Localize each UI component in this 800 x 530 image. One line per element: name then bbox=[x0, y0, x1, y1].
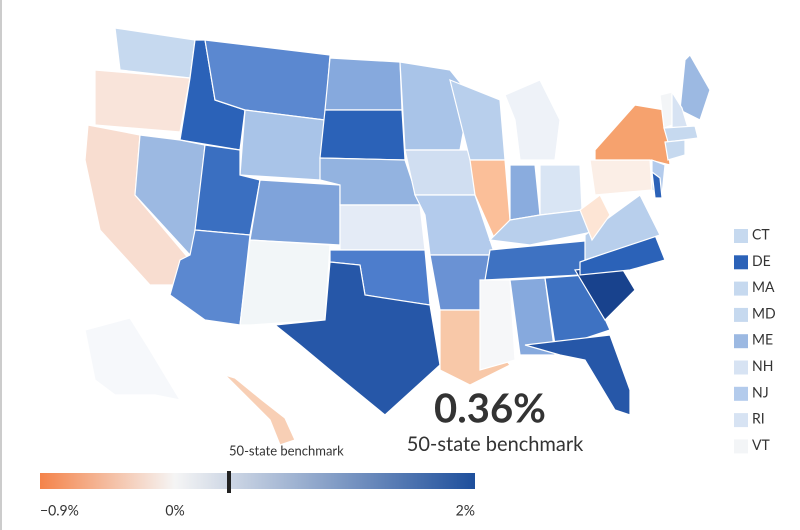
benchmark-caption: 50-state benchmark bbox=[407, 432, 584, 456]
legend-label: NH bbox=[752, 357, 773, 374]
legend-swatch bbox=[734, 386, 748, 401]
colorbar-tick-label: 2% bbox=[456, 502, 475, 519]
legend-label: RI bbox=[752, 410, 765, 427]
colorbar-tick-label: −0.9% bbox=[40, 502, 79, 519]
legend-swatch bbox=[734, 281, 748, 296]
state bbox=[579, 194, 611, 242]
state bbox=[249, 179, 341, 246]
legend-swatch bbox=[734, 255, 748, 270]
state bbox=[584, 194, 661, 261]
state bbox=[404, 149, 476, 196]
state bbox=[479, 279, 516, 371]
state bbox=[273, 261, 441, 416]
legend-label: ME bbox=[752, 331, 773, 348]
legend-label: NJ bbox=[752, 383, 769, 400]
legend-swatch bbox=[734, 439, 748, 454]
legend-label: MD bbox=[752, 304, 776, 321]
state bbox=[319, 109, 406, 161]
legend-swatch bbox=[734, 229, 748, 243]
state bbox=[224, 374, 296, 446]
legend: CT DE MA MD ME NH NJ RI VT bbox=[734, 226, 776, 454]
state bbox=[539, 164, 583, 216]
benchmark-value: 0.36% bbox=[434, 383, 546, 431]
state bbox=[94, 69, 191, 133]
state bbox=[509, 164, 541, 221]
marker-label: 50-state benchmark bbox=[229, 442, 344, 458]
legend-label: VT bbox=[752, 436, 770, 453]
state bbox=[239, 239, 331, 326]
us-map bbox=[84, 27, 711, 446]
legend-label: CT bbox=[752, 226, 770, 243]
state bbox=[594, 104, 671, 166]
state bbox=[663, 125, 699, 143]
state bbox=[509, 277, 556, 356]
state bbox=[114, 27, 196, 79]
state bbox=[84, 317, 182, 401]
state bbox=[504, 79, 561, 161]
colorbar bbox=[40, 473, 475, 489]
legend-swatch bbox=[734, 413, 748, 428]
legend-label: DE bbox=[752, 252, 771, 269]
state bbox=[589, 159, 653, 196]
legend-swatch bbox=[734, 334, 748, 349]
legend-swatch bbox=[734, 360, 748, 375]
colorbar-tick-label: 0% bbox=[165, 502, 184, 519]
state bbox=[679, 54, 711, 121]
state bbox=[339, 204, 426, 251]
state bbox=[651, 170, 663, 199]
state bbox=[324, 57, 403, 111]
state bbox=[524, 334, 631, 416]
legend-swatch bbox=[734, 307, 748, 322]
state bbox=[239, 109, 326, 181]
state bbox=[664, 139, 686, 161]
benchmark-marker bbox=[227, 471, 231, 493]
legend-label: MA bbox=[752, 278, 775, 295]
